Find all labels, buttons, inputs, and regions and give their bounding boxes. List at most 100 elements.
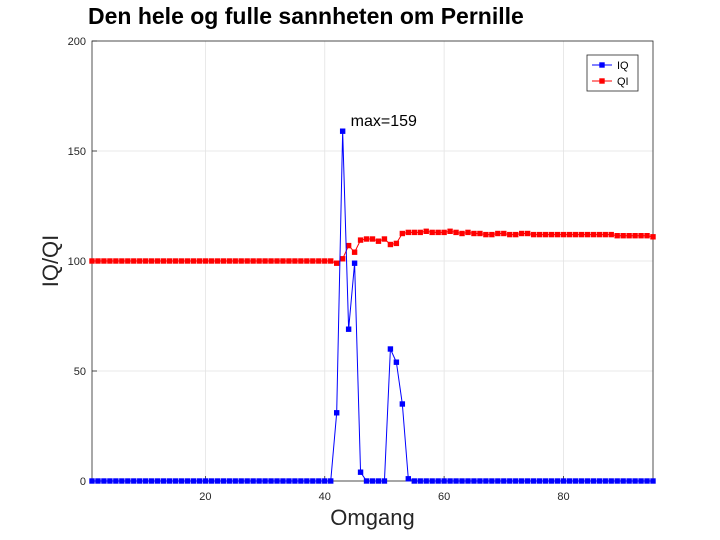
data-point-qi [357,237,364,243]
data-point-qi [554,231,561,238]
data-point-qi [101,258,107,264]
data-point-qi [447,228,453,234]
data-point-qi [560,231,567,238]
series-layer [89,128,656,484]
data-point-iq [465,478,471,484]
legend-item-qi: QI [592,76,629,88]
data-point-qi [310,258,316,264]
data-point-iq [310,478,316,484]
data-point-qi [166,258,173,264]
data-point-qi [226,258,232,264]
data-point-qi [465,229,471,236]
data-point-iq [620,478,626,484]
data-point-qi [137,258,143,264]
data-point-iq [501,478,507,484]
data-point-qi [286,258,292,264]
data-point-qi [95,258,101,264]
data-point-iq [417,478,423,484]
legend-marker [599,78,605,84]
data-point-iq [429,478,435,484]
data-point-qi [333,260,340,266]
data-point-iq [232,478,238,484]
data-point-iq [644,478,650,484]
data-point-iq [333,410,340,416]
data-point-qi [113,258,119,264]
data-point-qi [316,258,322,264]
data-point-iq [137,478,143,484]
data-point-iq [399,401,406,407]
legend-label: IQ [617,60,629,72]
data-point-qi [160,258,167,264]
data-point-qi [507,231,513,238]
data-point-iq [483,478,489,484]
data-point-qi [441,229,447,236]
data-point-qi [339,256,346,262]
data-point-iq [351,260,358,266]
data-point-iq [530,478,537,484]
data-point-iq [602,478,608,484]
data-point-qi [632,233,638,239]
data-point-qi [590,231,597,238]
data-point-iq [208,478,215,484]
data-point-iq [507,478,513,484]
chart-title: Den hele og fulle sannheten om Pernille [88,3,524,29]
data-point-iq [107,478,113,484]
data-point-iq [548,478,555,484]
data-point-qi [417,229,423,236]
data-point-qi [148,258,155,264]
data-point-iq [614,478,620,484]
data-point-iq [477,478,483,484]
data-point-iq [250,478,256,484]
series-iq [89,128,656,484]
data-point-qi [501,230,507,237]
data-point-qi [190,258,197,264]
data-point-qi [524,230,531,237]
data-point-iq [554,478,561,484]
data-point-qi [620,233,626,239]
data-point-qi [369,236,376,242]
data-point-qi [250,258,256,264]
data-point-qi [477,230,483,237]
legend-marker [599,62,605,68]
data-point-qi [584,231,591,238]
data-point-iq [578,478,585,484]
data-point-qi [154,258,161,264]
data-point-iq [304,478,310,484]
data-point-iq [447,478,453,484]
data-point-qi [292,258,298,264]
data-point-iq [196,478,203,484]
data-point-qi [489,231,495,238]
data-point-qi [566,231,573,238]
data-point-iq [566,478,573,484]
data-point-iq [262,478,268,484]
data-point-iq [298,478,304,484]
data-point-iq [280,478,286,484]
data-point-qi [351,249,358,255]
data-point-qi [519,230,525,237]
data-point-iq [590,478,597,484]
data-point-qi [405,229,412,236]
data-point-qi [495,230,501,237]
data-point-qi [262,258,268,264]
data-point-qi [572,231,579,238]
data-point-qi [322,258,328,264]
legend-item-iq: IQ [592,60,629,72]
data-point-qi [650,234,656,240]
data-point-qi [214,258,221,264]
x-tick-label: 60 [438,491,450,503]
data-point-qi [89,258,95,264]
data-point-qi [280,258,286,264]
data-point-qi [614,233,620,239]
data-point-qi [304,258,310,264]
data-point-qi [328,258,334,264]
y-tick-label: 0 [80,476,86,488]
data-point-iq [405,476,412,482]
data-point-iq [184,478,191,484]
data-point-iq [322,478,328,484]
data-point-iq [381,478,388,484]
data-point-qi [119,258,125,264]
data-point-qi [363,236,370,242]
y-axis-label: IQ/QI [38,235,63,288]
data-point-qi [381,236,388,242]
data-point-iq [220,478,226,484]
